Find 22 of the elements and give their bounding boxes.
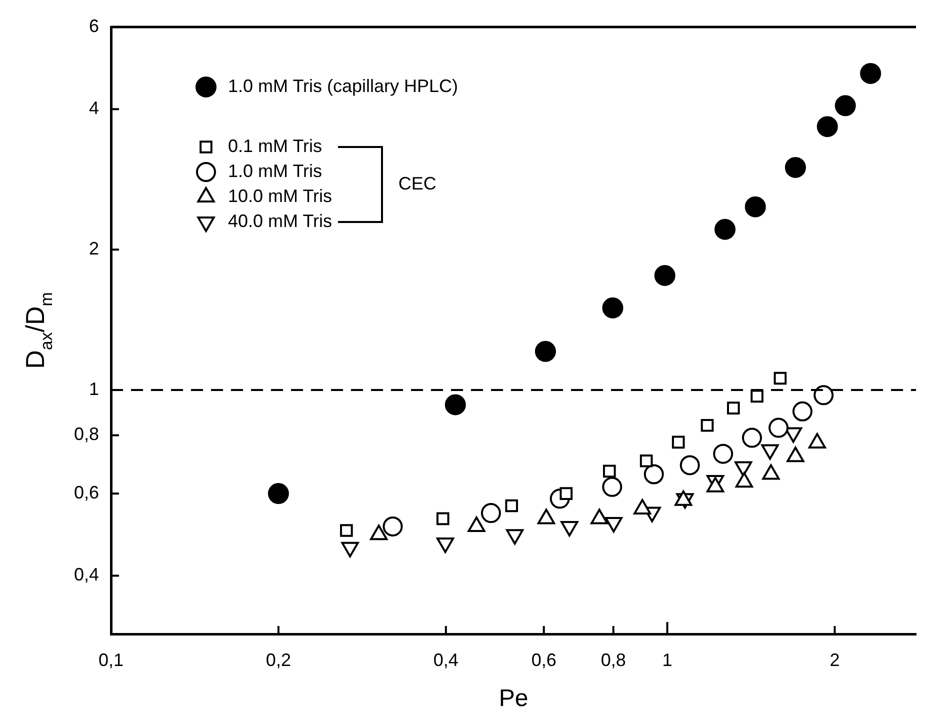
y-tick-label: 0,8: [74, 424, 99, 444]
x-axis-title: Pe: [498, 685, 528, 712]
x-tick-label: 0,8: [600, 650, 626, 670]
legend-label: 1.0 mM Tris: [228, 160, 322, 181]
x-tick-label: 0,6: [531, 650, 556, 670]
legend-label: 0.1 mM Tris: [228, 136, 322, 156]
annotation: CEC: [398, 173, 436, 194]
x-tick-label: 1: [662, 650, 672, 670]
y-tick-label: 2: [88, 238, 99, 259]
y-tick-label: 1: [88, 379, 99, 400]
x-tick-label: 0,2: [266, 650, 291, 670]
y-tick-label: 0,4: [74, 564, 99, 585]
legend-label: 1.0 mM Tris (capillary HPLC): [228, 76, 458, 96]
legend-label: 40.0 mM Tris: [228, 210, 332, 231]
y-axis-title: Dax/Dm: [20, 292, 56, 369]
x-tick-label: 0,4: [433, 650, 458, 670]
y-tick-label: 0,6: [74, 482, 99, 503]
x-tick-label: 0,1: [98, 650, 124, 670]
x-tick-label: 2: [830, 650, 840, 670]
y-tick-label: 6: [88, 16, 99, 36]
y-tick-label: 4: [88, 98, 99, 118]
legend-label: 10.0 mM Tris: [228, 186, 332, 206]
